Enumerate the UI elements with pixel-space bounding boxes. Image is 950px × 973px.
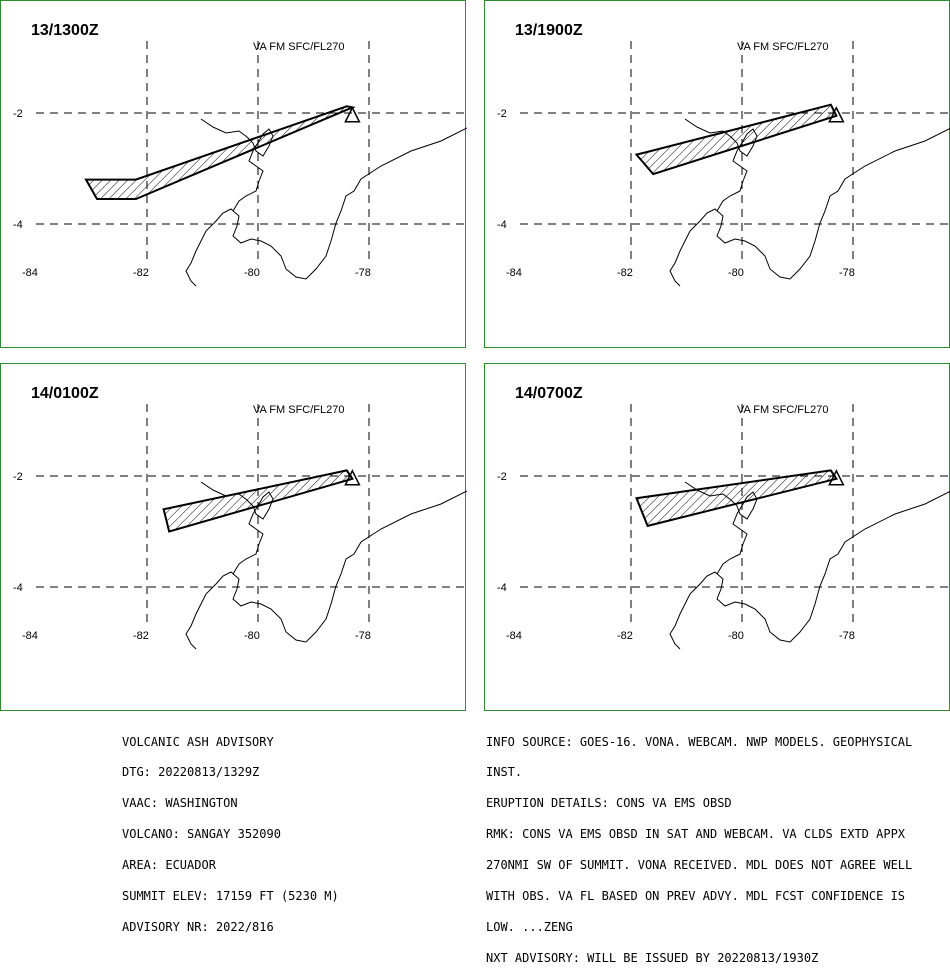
lat-tick-label: -4 bbox=[13, 219, 23, 231]
coastline bbox=[669, 127, 950, 287]
map-svg-3: 14/0100Z VA FM SFC/FL270 -84 -82 -80 -78 -2 -4 bbox=[13, 385, 467, 650]
panel-time-label: 14/0100Z bbox=[31, 385, 99, 402]
level-label: VA FM SFC/FL270 bbox=[253, 41, 345, 53]
info-line: INFO SOURCE: GOES-16. VONA. WEBCAM. NWP … bbox=[486, 734, 913, 749]
lon-tick-label: -84 bbox=[506, 630, 522, 642]
advisory-line: VOLCANIC ASH ADVISORY bbox=[122, 734, 274, 749]
lon-tick-label: -82 bbox=[133, 630, 149, 642]
map-svg-2: 13/1900Z VA FM SFC/FL270 -84 -82 -80 -78 -2 -4 bbox=[497, 22, 950, 287]
info-line: WITH OBS. VA FL BASED ON PREV ADVY. MDL … bbox=[486, 889, 906, 904]
map-panel-1: 13/1300Z VA FM SFC/FL270 -84 -82 -80 -78 -2 -4 bbox=[0, 0, 467, 348]
volcano-icon bbox=[828, 106, 845, 123]
level-label: VA FM SFC/FL270 bbox=[737, 404, 829, 416]
ash-cloud-polygon bbox=[634, 103, 838, 176]
ash-cloud-polygon bbox=[635, 469, 839, 528]
lat-tick-label: -2 bbox=[497, 108, 507, 120]
lon-tick-label: -82 bbox=[617, 267, 633, 279]
volcano-icon bbox=[344, 106, 361, 123]
lat-tick-label: -2 bbox=[13, 471, 23, 483]
coastline bbox=[185, 127, 467, 287]
lon-tick-label: -80 bbox=[728, 267, 744, 279]
lon-tick-label: -82 bbox=[133, 267, 149, 279]
advisory-line: VOLCANO: SANGAY 352090 bbox=[122, 827, 281, 842]
advisory-header-block: VOLCANIC ASH ADVISORY DTG: 20220813/1329… bbox=[122, 716, 339, 943]
coastline-inland bbox=[200, 118, 274, 212]
info-line: RMK: CONS VA EMS OBSD IN SAT AND WEBCAM.… bbox=[486, 827, 906, 842]
map-panel-2: 13/1900Z VA FM SFC/FL270 -84 -82 -80 -78 -2 -4 bbox=[484, 0, 950, 348]
panel-time-label: 14/0700Z bbox=[515, 385, 583, 402]
lat-tick-label: -4 bbox=[497, 582, 507, 594]
lon-tick-label: -84 bbox=[506, 267, 522, 279]
lon-tick-label: -84 bbox=[22, 630, 38, 642]
info-line: LOW. ...ZENG bbox=[486, 919, 573, 934]
lon-tick-label: -78 bbox=[355, 630, 371, 642]
advisory-line: VAAC: WASHINGTON bbox=[122, 796, 238, 811]
lon-tick-label: -78 bbox=[839, 630, 855, 642]
volcano-icon bbox=[828, 469, 845, 486]
map-panel-4: 14/0700Z VA FM SFC/FL270 -84 -82 -80 -78 -2 -4 bbox=[484, 363, 950, 711]
info-line: INST. bbox=[486, 765, 523, 780]
lon-tick-label: -80 bbox=[244, 267, 260, 279]
advisory-info-block: INFO SOURCE: GOES-16. VONA. WEBCAM. NWP … bbox=[486, 716, 912, 973]
lat-tick-label: -4 bbox=[497, 219, 507, 231]
info-line: NXT ADVISORY: WILL BE ISSUED BY 20220813… bbox=[486, 950, 819, 965]
advisory-line: AREA: ECUADOR bbox=[122, 858, 216, 873]
lon-tick-label: -78 bbox=[839, 267, 855, 279]
map-panel-3: 14/0100Z VA FM SFC/FL270 -84 -82 -80 -78 -2 -4 bbox=[0, 363, 467, 711]
panel-time-label: 13/1900Z bbox=[515, 22, 583, 39]
lat-tick-label: -2 bbox=[13, 108, 23, 120]
advisory-line: SUMMIT ELEV: 17159 FT (5230 M) bbox=[122, 889, 339, 904]
panel-time-label: 13/1300Z bbox=[31, 22, 99, 39]
advisory-line: ADVISORY NR: 2022/816 bbox=[122, 919, 274, 934]
level-label: VA FM SFC/FL270 bbox=[253, 404, 345, 416]
coastline bbox=[669, 490, 950, 650]
lon-tick-label: -80 bbox=[728, 630, 744, 642]
lon-tick-label: -82 bbox=[617, 630, 633, 642]
map-svg-1: 13/1300Z VA FM SFC/FL270 -84 -82 -80 -78 -2 -4 bbox=[13, 22, 467, 287]
map-svg-4: 14/0700Z VA FM SFC/FL270 -84 -82 -80 -78 -2 -4 bbox=[497, 385, 950, 650]
lon-tick-label: -84 bbox=[22, 267, 38, 279]
lon-tick-label: -78 bbox=[355, 267, 371, 279]
ash-cloud-polygon bbox=[84, 105, 356, 200]
info-line: ERUPTION DETAILS: CONS VA EMS OBSD bbox=[486, 796, 732, 811]
advisory-line: DTG: 20220813/1329Z bbox=[122, 765, 260, 780]
lat-tick-label: -2 bbox=[497, 471, 507, 483]
lon-tick-label: -80 bbox=[244, 630, 260, 642]
coastline bbox=[185, 490, 467, 650]
volcano-icon bbox=[344, 469, 361, 486]
level-label: VA FM SFC/FL270 bbox=[737, 41, 829, 53]
lat-tick-label: -4 bbox=[13, 582, 23, 594]
info-line: 270NMI SW OF SUMMIT. VONA RECEIVED. MDL … bbox=[486, 858, 913, 873]
